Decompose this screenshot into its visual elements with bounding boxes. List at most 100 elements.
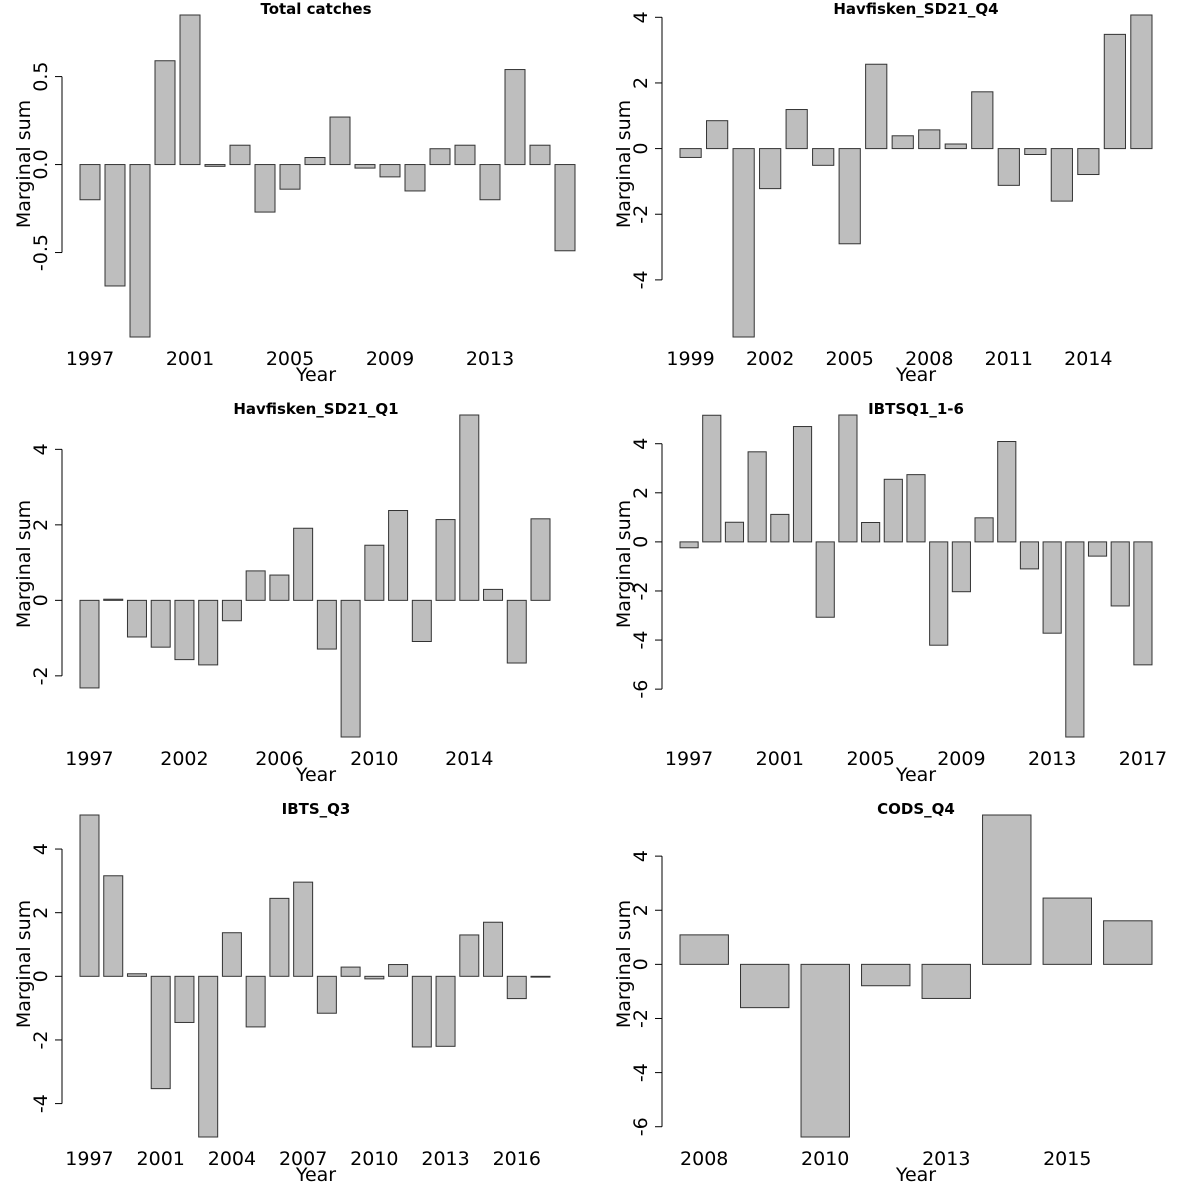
y-tick-label: -4 [630, 1063, 652, 1082]
x-tick-label: 2006 [255, 748, 303, 770]
bar-2003 [815, 541, 835, 618]
y-tick-label: -2 [630, 1009, 652, 1028]
bar-2013 [459, 414, 480, 601]
bar-2015 [506, 599, 527, 664]
bar-1997 [79, 599, 100, 689]
bar-2009 [364, 975, 385, 980]
y-tick-label: 4 [630, 438, 652, 450]
chart-panel-3: Havfisken_SD21_Q1 -2 0 2 4 Marginal sum 1997 20… [13, 400, 551, 786]
x-tick-label: 2008 [680, 1148, 728, 1170]
chart-title: CODS_Q4 [877, 800, 955, 818]
bar-2006 [883, 478, 903, 543]
bar-1998 [104, 164, 126, 287]
y-tick-label: -4 [30, 1094, 52, 1113]
bar-2001 [174, 975, 195, 1023]
bar-2002 [198, 975, 219, 1138]
bar-1997 [79, 164, 101, 201]
bar-2000 [150, 599, 171, 648]
bar-1998 [702, 414, 722, 543]
x-axis-label: Year [295, 1164, 336, 1186]
bar-2012 [435, 975, 456, 1047]
bar-2008 [918, 129, 941, 150]
chart-panel-1: Total catches -0.5 0.0 0.5 Marginal sum 1997 2… [13, 0, 576, 386]
y-axis-label: Marginal sum [13, 500, 35, 628]
x-tick-label: 2005 [266, 348, 314, 370]
y-tick-label: 4 [30, 443, 52, 455]
bar-2005 [269, 574, 290, 601]
x-tick-label: 2009 [937, 748, 985, 770]
bar-1997 [79, 814, 100, 977]
y-tick-label: 0 [30, 594, 52, 606]
bar-2016 [1130, 14, 1153, 150]
y-axis-label: Marginal sum [13, 100, 35, 228]
chart-panel-2: Havfisken_SD21_Q4 -4 -2 0 2 4 Marginal sum 1999… [613, 0, 1153, 386]
y-tick-label: -6 [630, 680, 652, 699]
bar-2001 [770, 513, 790, 543]
bar-2000 [150, 975, 171, 1090]
bar-2013 [1050, 148, 1073, 202]
y-tick-label: -2 [30, 666, 52, 685]
bar-2009 [379, 164, 401, 178]
bar-2014 [1077, 148, 1100, 176]
x-tick-label: 2005 [826, 348, 874, 370]
y-tick-label: -4 [630, 270, 652, 289]
bar-2013 [479, 164, 501, 201]
bar-1999 [724, 521, 745, 543]
bar-1997 [679, 541, 699, 549]
bar-2016 [530, 518, 551, 601]
bar-2005 [279, 164, 301, 190]
bar-2015 [1087, 541, 1108, 557]
bar-2012 [1024, 148, 1047, 155]
x-tick-label: 2009 [366, 348, 414, 370]
y-axis-label: Marginal sum [613, 100, 635, 228]
y-tick-label: 4 [30, 843, 52, 855]
bar-2006 [865, 63, 888, 150]
bar-2008 [340, 599, 361, 738]
bar-2004 [245, 975, 266, 1028]
y-tick-label: -4 [630, 631, 652, 650]
bar-2015 [1103, 33, 1126, 150]
x-tick-label: 2013 [1028, 748, 1076, 770]
y-tick-label: 0.5 [30, 61, 52, 91]
y-tick-label: 0.0 [30, 149, 52, 179]
bar-2004 [254, 164, 276, 213]
bar-2005 [861, 522, 881, 543]
bar-2003 [229, 144, 251, 166]
bar-1998 [103, 598, 124, 601]
x-tick-label: 2010 [350, 748, 398, 770]
bar-2007 [316, 599, 337, 650]
bar-2016 [1110, 541, 1130, 607]
x-tick-label: 2007 [279, 1148, 327, 1170]
bar-2003 [785, 109, 808, 150]
x-tick-label: 2011 [985, 348, 1033, 370]
bar-2007 [316, 975, 337, 1014]
y-axis-label: Marginal sum [13, 900, 35, 1028]
bar-2001 [174, 599, 195, 661]
bar-2012 [435, 519, 456, 601]
bar-2014 [1065, 541, 1085, 738]
chart-panel-4: IBTSQ1_1-6 -6 -4 -2 0 2 4 Marginal sum 1997 2001 2… [613, 400, 1167, 786]
chart-panel-6: CODS_Q4 -6 -4 -2 0 2 4 Marginal sum 2008 2010 2013… [613, 800, 1153, 1186]
x-tick-label: 1997 [665, 748, 713, 770]
bar-2014 [504, 69, 526, 166]
bar-2013 [459, 934, 480, 977]
bar-1999 [126, 973, 147, 977]
x-tick-label: 1999 [666, 348, 714, 370]
x-tick-label: 2008 [905, 348, 953, 370]
bar-2015 [529, 144, 551, 166]
x-tick-label: 2013 [466, 348, 514, 370]
chart-title: Havfisken_SD21_Q1 [233, 400, 398, 418]
bar-2010 [388, 510, 409, 601]
chart-title: Havfisken_SD21_Q4 [833, 0, 998, 18]
bar-2011 [997, 441, 1017, 543]
x-tick-label: 2001 [137, 1148, 185, 1170]
bar-2002 [792, 426, 813, 543]
y-tick-label: 2 [30, 519, 52, 531]
y-tick-label: 2 [30, 907, 52, 919]
y-axis-label: Marginal sum [613, 500, 635, 628]
x-tick-label: 2013 [421, 1148, 469, 1170]
bar-2008 [679, 934, 729, 965]
bar-2012 [861, 963, 911, 987]
bar-2000 [747, 451, 767, 543]
x-tick-label: 1997 [65, 1148, 113, 1170]
